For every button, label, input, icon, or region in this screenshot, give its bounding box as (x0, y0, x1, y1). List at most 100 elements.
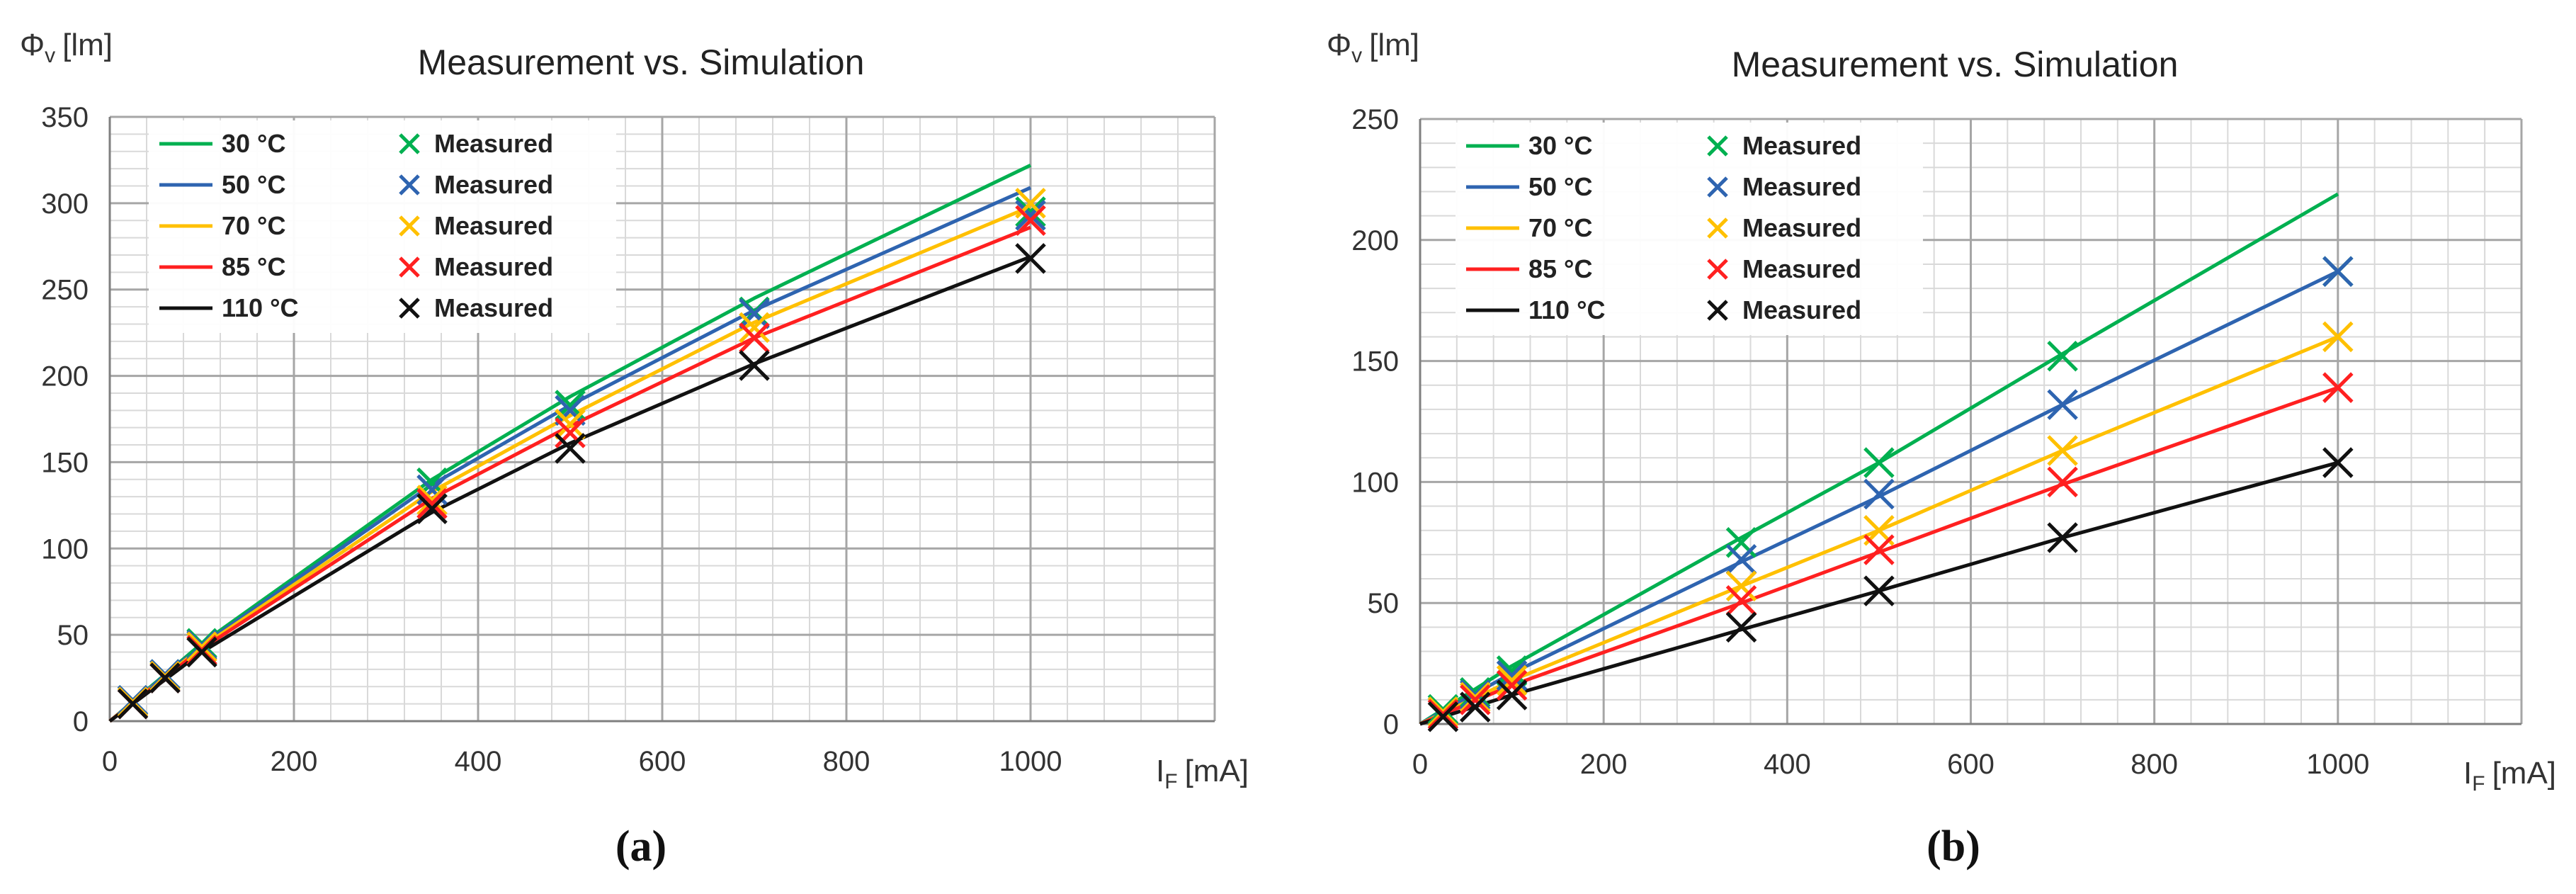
legend-marker-swatch (399, 256, 420, 278)
measured-point-marker (1015, 196, 1046, 227)
legend-series-label: 50 °C (1528, 172, 1592, 201)
measured-point-marker (2047, 389, 2078, 420)
x-tick-label: 200 (1580, 749, 1628, 780)
chart-title: Measurement vs. Simulation (418, 43, 865, 82)
measured-point-marker (555, 433, 586, 464)
legend-marker-swatch (399, 133, 420, 154)
x-tick-label: 400 (1764, 749, 1811, 780)
x-tick-label: 1000 (999, 746, 1062, 777)
series-line (108, 225, 1031, 723)
measured-point-marker (2322, 447, 2354, 478)
measured-point-marker (1496, 655, 1528, 686)
series-line (1419, 192, 2339, 726)
legend: 30 °C Measured 50 °C Measured 70 °C Measured 8… (1456, 123, 1923, 335)
measured-point-marker (1015, 205, 1046, 236)
x-tick-label: 600 (639, 746, 686, 777)
legend-measured-label: Measured (434, 252, 553, 281)
legend-series-label: 85 °C (1528, 254, 1592, 283)
measured-point-marker (555, 409, 586, 440)
measured-point-marker (1725, 585, 1757, 616)
legend-measured-label: Measured (434, 170, 553, 199)
measured-point-marker (416, 485, 448, 516)
measured-point-marker (555, 417, 586, 448)
y-axis-label-unit: [lm] (1369, 28, 1419, 62)
y-axis-label-subscript: v (1351, 44, 1362, 67)
measured-point-marker (1863, 447, 1895, 478)
measured-point-marker (1863, 534, 1895, 565)
measured-point-marker (1725, 543, 1757, 575)
measured-point-marker (1496, 664, 1528, 696)
legend-series-label: 110 °C (222, 293, 298, 322)
measured-point-marker (1459, 691, 1491, 723)
measured-point-marker (186, 631, 217, 662)
y-tick-label: 300 (41, 188, 89, 220)
x-tick-label: 200 (271, 746, 318, 777)
y-axis-label: Φv [lm] (20, 28, 113, 67)
chart-panel-b: 0 200 400 600 800 1000 0 50 100 150 200 250 Measurem… (1327, 28, 2556, 871)
y-tick-label: 150 (1351, 346, 1399, 378)
legend-marker-swatch (399, 215, 420, 237)
x-axis-label: IF [mA] (2463, 756, 2556, 796)
x-axis-label: IF [mA] (1156, 754, 1249, 793)
measured-point-marker (1863, 575, 1895, 606)
legend-series-label: 85 °C (222, 252, 285, 281)
y-tick-label: 100 (41, 533, 89, 565)
measured-point-marker (2047, 522, 2078, 553)
y-tick-label: 0 (1383, 709, 1399, 740)
series-line (1419, 460, 2339, 726)
x-tick-label: 800 (823, 746, 870, 777)
legend-marker-swatch (1707, 176, 1728, 198)
legend-measured-label: Measured (434, 129, 553, 158)
legend-measured-label: Measured (434, 211, 553, 240)
chart-panel-a: 0 200 400 600 800 1000 0 50 100 150 200 250 300 350 Me… (20, 28, 1249, 871)
measured-point-marker (186, 636, 217, 668)
measured-point-marker (2322, 256, 2354, 287)
y-tick-label: 100 (1351, 467, 1399, 498)
x-axis-label-subscript: F (1164, 770, 1177, 793)
y-tick-label: 200 (41, 361, 89, 392)
measured-point-marker (2047, 341, 2078, 372)
y-axis-label-unit: [lm] (62, 28, 113, 62)
measured-point-marker (2322, 372, 2354, 403)
legend-measured-label: Measured (434, 293, 553, 322)
y-tick-label: 0 (73, 706, 89, 737)
y-axis-label-symbol: Φ (20, 28, 45, 62)
y-tick-label: 350 (41, 102, 89, 133)
measured-point-marker (739, 298, 770, 329)
x-axis-label-symbol: I (2463, 756, 2472, 791)
legend: 30 °C Measured 50 °C Measured 70 °C Measured 8… (149, 120, 616, 333)
measured-point-marker (1459, 684, 1491, 715)
measured-point-marker (739, 312, 770, 344)
legend-measured-label: Measured (1742, 213, 1861, 242)
x-tick-label: 0 (102, 746, 118, 777)
panel-caption: (b) (1927, 822, 1980, 871)
legend-background (149, 120, 616, 333)
legend-background (1456, 123, 1923, 335)
legend-marker-swatch (1707, 300, 1728, 321)
measured-point-marker (739, 322, 770, 353)
y-tick-label: 50 (57, 620, 89, 651)
y-axis-label-symbol: Φ (1327, 28, 1351, 62)
x-tick-label: 800 (2130, 749, 2178, 780)
measured-point-marker (1015, 243, 1046, 274)
legend-measured-label: Measured (1742, 172, 1861, 201)
legend-measured-label: Measured (1742, 295, 1861, 324)
legend-marker-swatch (399, 174, 420, 196)
series-line (108, 255, 1031, 723)
legend-series-label: 30 °C (222, 129, 285, 158)
measured-point-marker (1015, 200, 1046, 231)
legend-marker-swatch (1707, 259, 1728, 280)
measured-point-marker (2322, 321, 2354, 353)
legend-series-label: 70 °C (1528, 213, 1592, 242)
y-axis-label-subscript: v (45, 44, 55, 67)
panel-caption: (a) (615, 822, 666, 871)
measured-point-marker (149, 662, 181, 694)
x-tick-label: 400 (455, 746, 502, 777)
y-tick-label: 250 (1351, 104, 1399, 135)
x-axis-label-symbol: I (1156, 754, 1164, 788)
y-axis-label: Φv [lm] (1327, 28, 1419, 67)
measured-point-marker (1863, 478, 1895, 510)
measured-point-marker (1427, 701, 1459, 732)
y-tick-label: 200 (1351, 225, 1399, 256)
y-tick-label: 250 (41, 275, 89, 306)
